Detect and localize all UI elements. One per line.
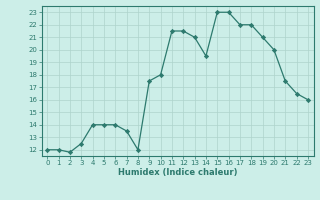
X-axis label: Humidex (Indice chaleur): Humidex (Indice chaleur) [118, 168, 237, 177]
